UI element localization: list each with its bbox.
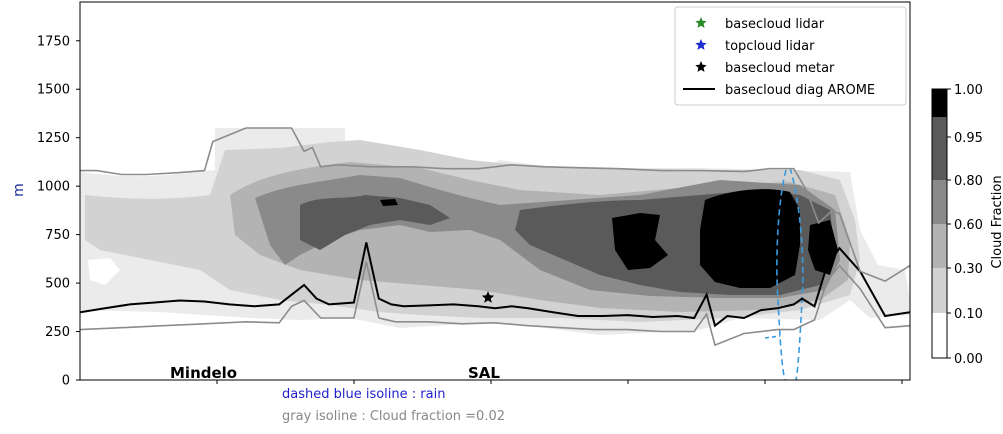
legend-label: basecloud diag AROME	[725, 83, 875, 98]
legend-label: topcloud lidar	[725, 39, 815, 54]
plot-frame	[79, 1, 911, 381]
colorbar-tick-label: 0.60	[954, 218, 983, 233]
rain-note: dashed blue isoline : rain	[282, 387, 445, 402]
legend-marker-star	[695, 17, 707, 28]
legend-label: basecloud lidar	[725, 17, 825, 32]
rain-isoline	[764, 335, 781, 339]
y-tick-label: 1750	[37, 34, 70, 49]
y-tick-label: 750	[45, 228, 70, 243]
place-label-sal: SAL	[468, 364, 500, 382]
cloud-fraction-contour-0.95	[300, 190, 835, 295]
colorbar-tick-label: 0.80	[954, 174, 983, 189]
y-axis-label: m	[11, 183, 27, 197]
colorbar-label: Cloud Fraction	[990, 175, 1003, 268]
y-tick-label: 500	[45, 277, 70, 292]
rain-isoline	[789, 167, 804, 380]
series-line-0	[80, 242, 910, 328]
cloud-fraction-contour-1	[380, 189, 838, 288]
colorbar-tick-label: 0.00	[954, 352, 983, 367]
legend-label: basecloud metar	[725, 61, 835, 76]
y-tick-label: 1500	[37, 83, 70, 98]
colorbar-tick-label: 0.30	[954, 262, 983, 277]
clear-sky-patch	[88, 258, 120, 285]
series-line-1	[80, 261, 910, 347]
y-tick-label: 0	[62, 374, 70, 389]
y-tick-label: 1000	[37, 180, 70, 195]
colorbar-band	[932, 268, 947, 313]
colorbar-tick-label: 1.00	[954, 83, 983, 98]
colorbar-tick-label: 0.10	[954, 307, 983, 322]
clear-sky-patch	[175, 335, 192, 375]
colorbar-band	[932, 117, 947, 180]
legend-marker-star	[695, 39, 707, 50]
legend-box	[674, 6, 907, 106]
y-tick-label: 250	[45, 325, 70, 340]
colorbar-band	[932, 89, 947, 117]
colorbar-band	[932, 180, 947, 224]
cloud-fraction-note: gray isoline : Cloud fraction =0.02	[282, 409, 505, 424]
colorbar-band	[932, 224, 947, 268]
clear-sky-patch	[240, 345, 262, 375]
place-label-mindelo: Mindelo	[170, 364, 237, 382]
rain-isoline	[776, 169, 787, 380]
y-tick-label: 1250	[37, 131, 70, 146]
series-line-2	[80, 127, 910, 282]
colorbar-band	[932, 313, 947, 358]
colorbar-tick-label: 0.95	[954, 131, 983, 146]
legend-marker-star	[695, 61, 707, 72]
basecloud-metar-point	[481, 291, 495, 303]
